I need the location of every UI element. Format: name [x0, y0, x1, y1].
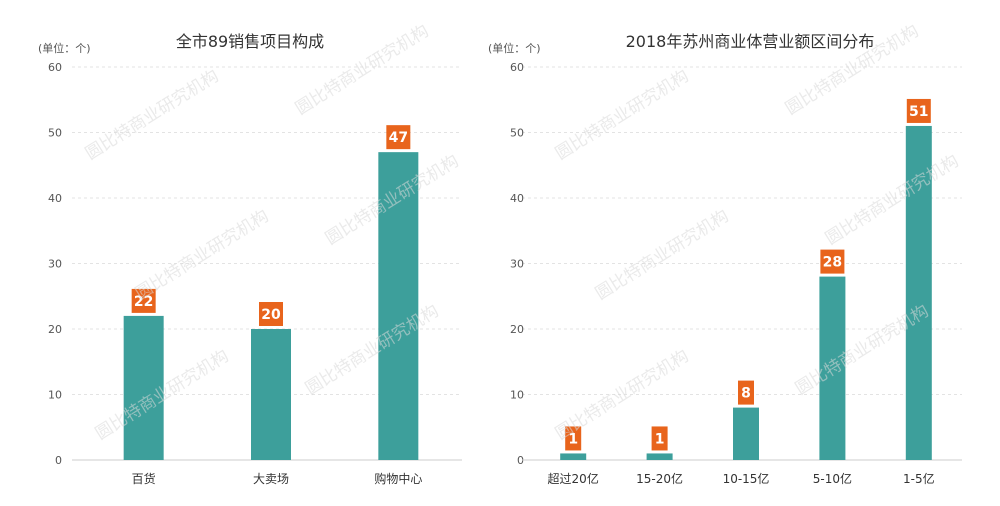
bar: [251, 329, 291, 460]
y-tick-label: 0: [517, 454, 524, 467]
bar-chart-right: 0 10 20 30 40 50 60 1 超过20亿 1 15-20亿 8 10-15亿 28 5-10亿…: [510, 61, 962, 486]
data-label-box: [259, 302, 283, 326]
data-label: 47: [389, 130, 408, 146]
x-tick-label: 超过20亿: [548, 471, 599, 486]
data-label: 28: [823, 255, 842, 271]
y-tick-label: 30: [510, 258, 524, 271]
data-label-box: [820, 249, 845, 274]
bar: [646, 453, 673, 460]
y-tick-label: 40: [510, 192, 524, 205]
data-label: 51: [909, 104, 928, 120]
data-label-box: [651, 426, 668, 451]
bar: [733, 407, 759, 460]
x-tick-label: 百货: [132, 471, 156, 486]
bar: [819, 276, 846, 460]
y-tick-label: 10: [510, 389, 524, 402]
bar: [560, 453, 587, 460]
data-label: 1: [568, 431, 578, 447]
chart-title: 全市89销售项目构成: [175, 32, 325, 51]
x-tick-label: 大卖场: [253, 472, 289, 486]
unit-label: (单位：个): [38, 42, 91, 55]
data-label-box: [738, 380, 754, 405]
bar: [905, 125, 932, 460]
y-tick-label: 20: [510, 323, 524, 336]
y-tick-label: 0: [55, 454, 62, 467]
data-label: 8: [741, 386, 751, 402]
y-tick-label: 50: [48, 127, 62, 140]
chart-panel-right: 2018年苏州商业体营业额区间分布 (单位：个) 0 10 20 30 40 50 60 1 超…: [488, 0, 1000, 506]
x-tick-label: 购物中心: [374, 471, 422, 486]
data-label-box: [386, 125, 411, 150]
y-tick-label: 30: [48, 258, 62, 271]
x-tick-label: 10-15亿: [723, 471, 770, 486]
y-tick-label: 20: [48, 323, 62, 336]
unit-label: (单位：个): [488, 42, 541, 55]
data-label: 1: [655, 431, 665, 447]
x-tick-label: 5-10亿: [813, 471, 852, 486]
bar-chart-left: 0 10 20 30 40 50 60 22 百货 20 大卖场 47 购物中心: [48, 61, 462, 486]
bar: [378, 152, 419, 460]
data-label-box: [131, 288, 156, 313]
y-tick-label: 50: [510, 127, 524, 140]
data-label-box: [565, 426, 582, 451]
chart-panel-left: 全市89销售项目构成 (单位：个) 0 10 20 30 40 50 60 22 百货 20 大卖场…: [38, 32, 462, 486]
data-label-box: [906, 98, 931, 123]
y-tick-label: 60: [510, 61, 524, 74]
y-tick-label: 10: [48, 389, 62, 402]
data-label: 20: [261, 307, 281, 323]
bar: [123, 315, 164, 460]
y-tick-label: 40: [48, 192, 62, 205]
chart-title: 2018年苏州商业体营业额区间分布: [625, 32, 875, 51]
y-tick-label: 60: [48, 61, 62, 74]
data-label: 22: [134, 294, 153, 310]
x-tick-label: 15-20亿: [636, 471, 683, 486]
x-tick-label: 1-5亿: [903, 471, 935, 486]
